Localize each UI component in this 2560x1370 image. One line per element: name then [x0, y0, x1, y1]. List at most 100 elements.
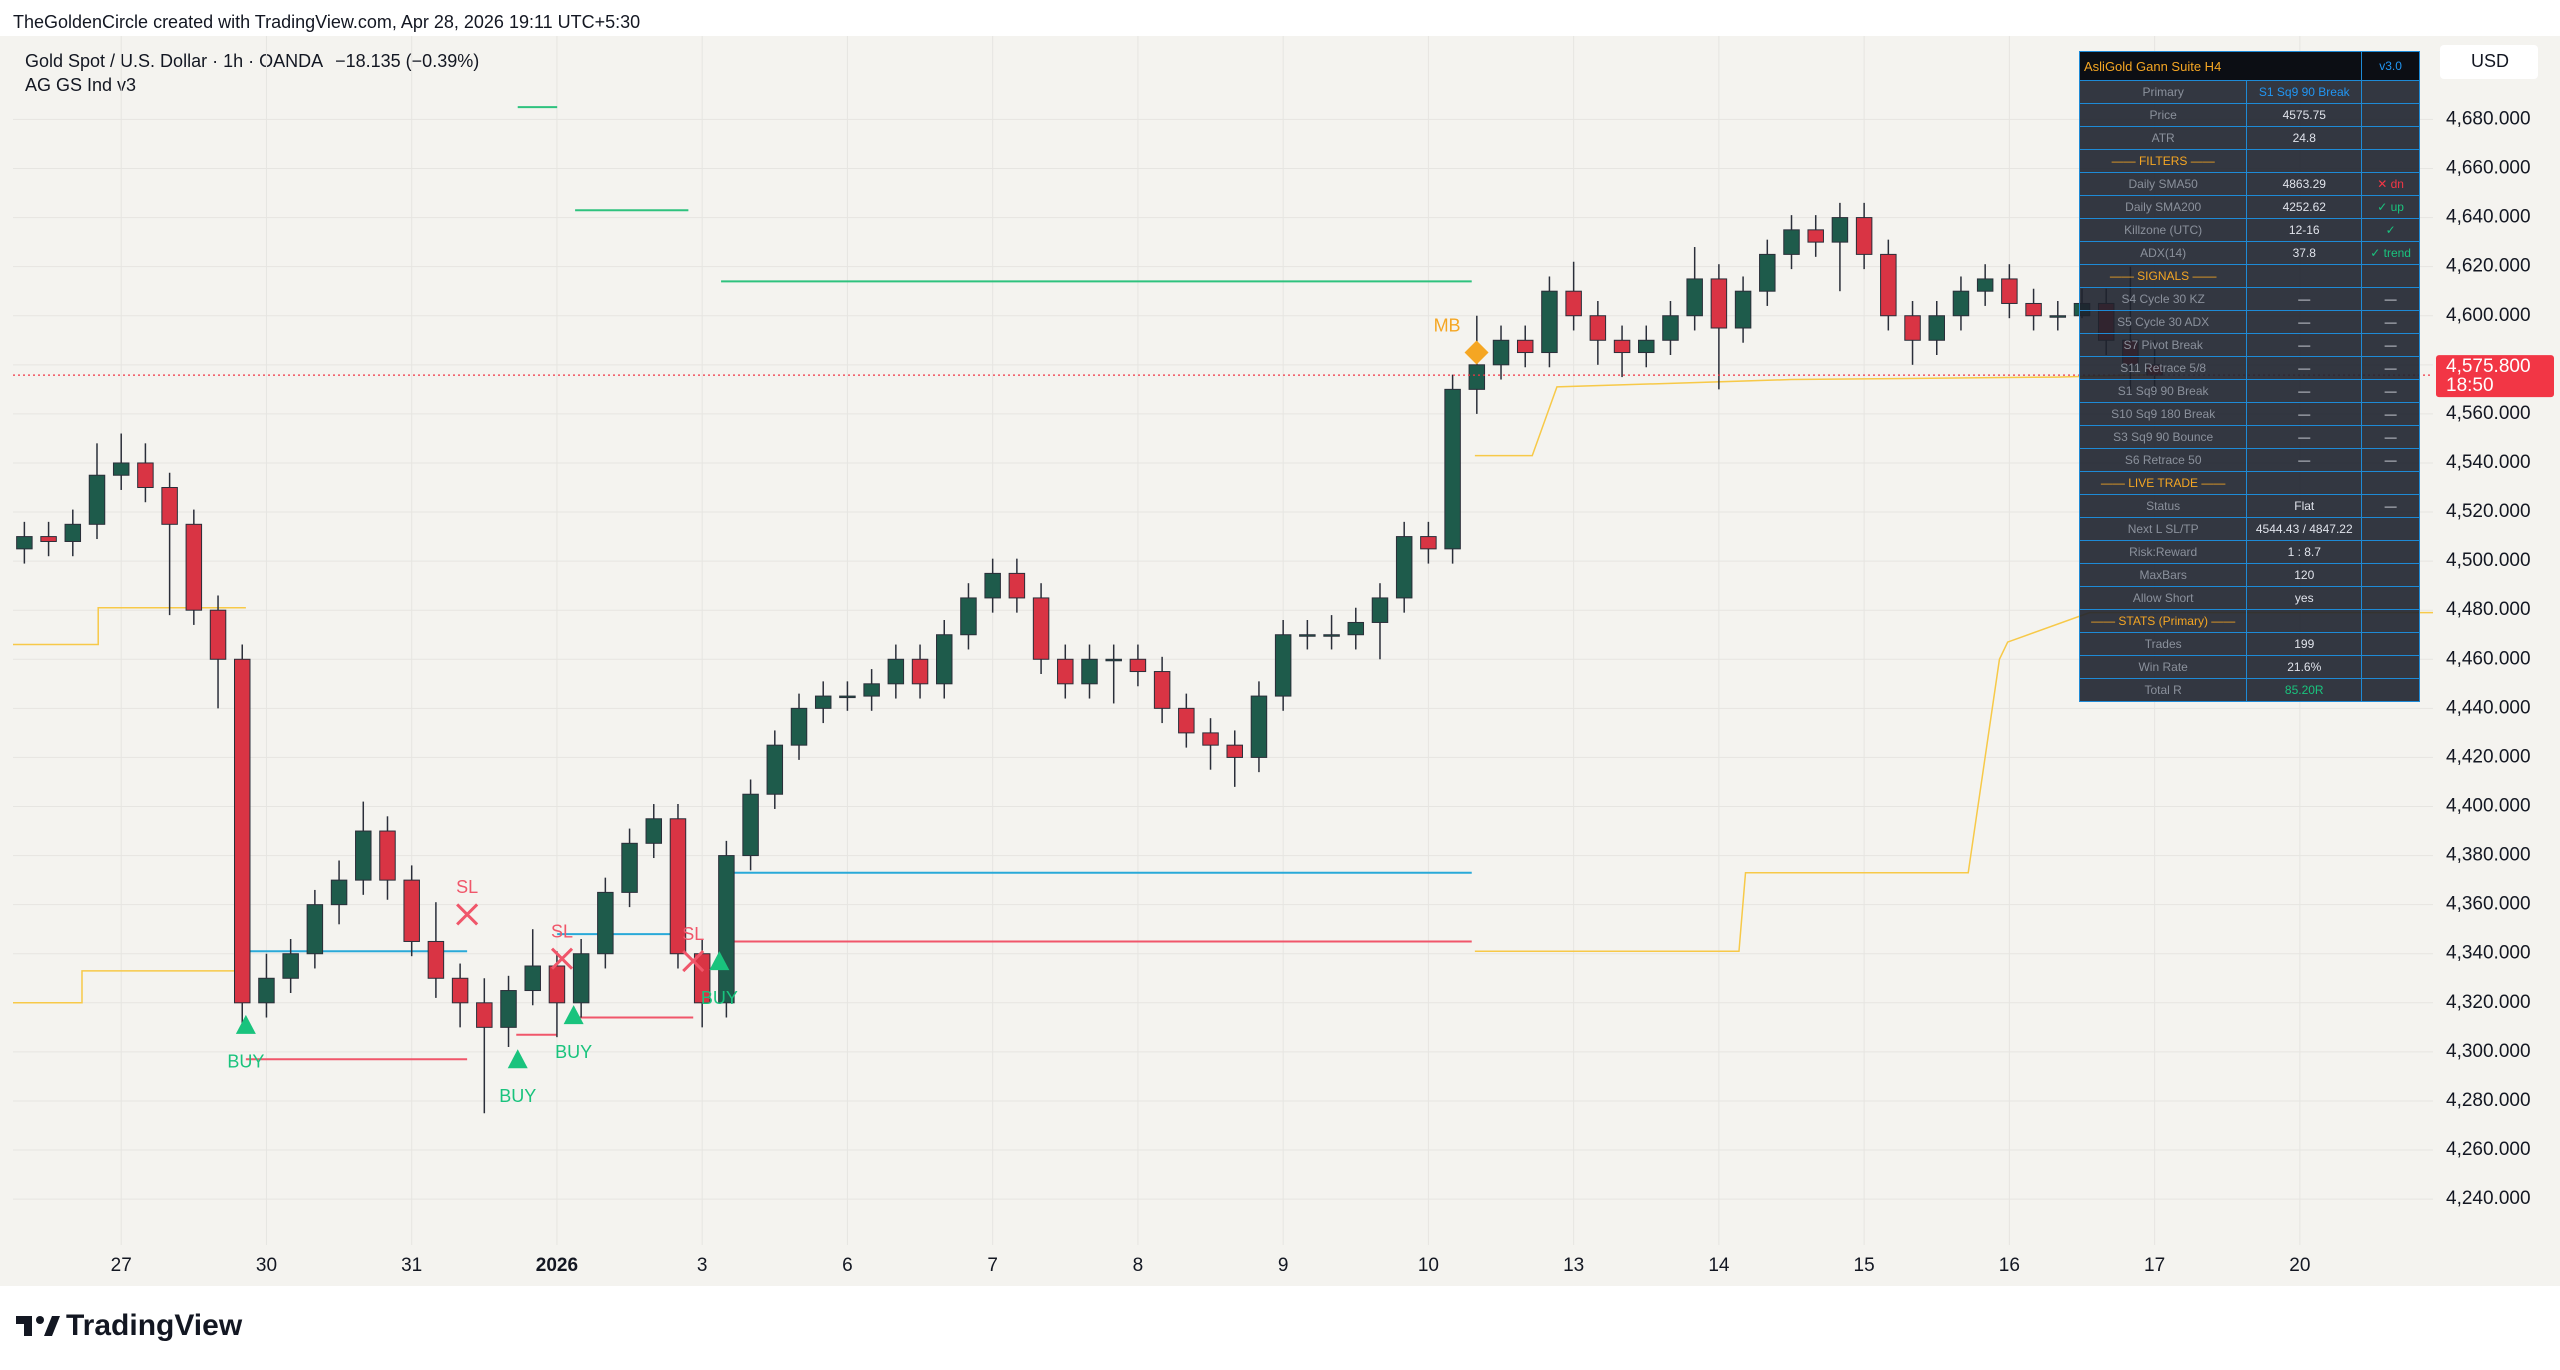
- candle-body: [1565, 290, 1582, 317]
- row-value: [2246, 149, 2363, 173]
- candle-body: [718, 855, 735, 1004]
- row-value: —: [2246, 356, 2363, 380]
- y-tick-label: 4,460.000: [2446, 648, 2531, 669]
- candle-body: [1662, 315, 1679, 341]
- y-tick-label: 4,640.000: [2446, 207, 2531, 228]
- signal-label: MB: [1434, 315, 1461, 335]
- candle-body: [1880, 253, 1897, 317]
- y-tick-label: 4,280.000: [2446, 1090, 2531, 1111]
- candle-body: [40, 536, 57, 542]
- table-row: Trades 199: [2078, 632, 2420, 656]
- attribution: TheGoldenCircle created with TradingView…: [13, 12, 640, 32]
- row-label: Primary: [2078, 80, 2248, 104]
- row-label: —— FILTERS ——: [2078, 149, 2248, 173]
- row-label: MaxBars: [2078, 563, 2248, 587]
- row-value: [2246, 264, 2363, 288]
- candle-body: [1202, 732, 1219, 746]
- candle-body: [1299, 634, 1316, 637]
- row-label: —— LIVE TRADE ——: [2078, 471, 2248, 495]
- row-label: S7 Pivot Break: [2078, 333, 2248, 357]
- table-row: Next L SL/TP 4544.43 / 4847.22: [2078, 517, 2420, 541]
- candle-body: [306, 904, 324, 955]
- row-value: yes: [2246, 586, 2363, 610]
- table-row: Win Rate 21.6%: [2078, 655, 2420, 679]
- candle-body: [1371, 597, 1389, 623]
- signal-label: SL: [551, 921, 573, 941]
- table-row: Killzone (UTC) 12-16 ✓: [2078, 218, 2420, 242]
- currency-button[interactable]: [2440, 45, 2538, 79]
- row-value: —: [2246, 310, 2363, 334]
- candle-body: [1613, 339, 1631, 354]
- candle-body: [1638, 339, 1655, 354]
- row-value: —: [2361, 310, 2420, 334]
- candle-body: [1783, 229, 1800, 255]
- table-title: AsliGold Gann Suite H4: [2078, 51, 2363, 81]
- x-tick-label: 2026: [536, 1255, 578, 1276]
- candle-body: [839, 695, 856, 699]
- row-value: S1 Sq9 90 Break: [2246, 80, 2363, 104]
- row-value: —: [2246, 448, 2363, 472]
- candle-body: [1444, 388, 1461, 550]
- y-tick-label: 4,660.000: [2446, 158, 2531, 179]
- row-value: 4575.75: [2246, 103, 2363, 127]
- row-value: [2361, 563, 2420, 587]
- row-value: 85.20R: [2246, 678, 2363, 702]
- row-value: Flat: [2246, 494, 2363, 518]
- currency[interactable]: USD: [2471, 51, 2509, 71]
- row-value: —: [2361, 402, 2420, 426]
- x-tick-label: 27: [111, 1255, 132, 1276]
- candle-body: [863, 683, 880, 697]
- candle-body: [137, 462, 154, 489]
- candle-body: [1129, 658, 1147, 673]
- row-value: 24.8: [2246, 126, 2363, 150]
- y-tick-label: 4,320.000: [2446, 992, 2531, 1013]
- signal-label: BUY: [499, 1086, 536, 1106]
- table-row: MaxBars 120: [2078, 563, 2420, 587]
- candle-body: [1928, 315, 1945, 341]
- row-label: —— STATS (Primary) ——: [2078, 609, 2248, 633]
- row-value: 37.8: [2246, 241, 2363, 265]
- table-row: ATR 24.8: [2078, 126, 2420, 150]
- row-value: [2246, 471, 2363, 495]
- y-tick-label: 4,600.000: [2446, 305, 2531, 326]
- last-price-label: 4,575.800: [2446, 356, 2531, 377]
- row-value: [2361, 632, 2420, 656]
- row-label: Win Rate: [2078, 655, 2248, 679]
- table-row: S7 Pivot Break — —: [2078, 333, 2420, 357]
- row-label: Price: [2078, 103, 2248, 127]
- row-value: [2361, 126, 2420, 150]
- candle-body: [1734, 290, 1752, 329]
- candle-body: [766, 744, 784, 795]
- y-tick-label: 4,360.000: [2446, 894, 2531, 915]
- row-value: ✓ up: [2361, 195, 2420, 219]
- x-tick-label: 8: [1133, 1255, 1144, 1276]
- candle-body: [2025, 302, 2042, 317]
- candle-body: [1589, 315, 1607, 341]
- table-version: v3.0: [2361, 51, 2420, 81]
- x-tick-label: 3: [697, 1255, 708, 1276]
- row-value: —: [2361, 379, 2420, 403]
- row-label: S10 Sq9 180 Break: [2078, 402, 2248, 426]
- x-tick-label: 20: [2289, 1255, 2310, 1276]
- candle-body: [1032, 597, 1050, 660]
- row-label: S3 Sq9 90 Bounce: [2078, 425, 2248, 449]
- row-value: [2361, 471, 2420, 495]
- candle-body: [282, 953, 299, 979]
- candle-body: [1468, 364, 1486, 390]
- row-label: ATR: [2078, 126, 2248, 150]
- candle-body: [185, 523, 203, 611]
- candle-body: [1492, 339, 1510, 366]
- x-tick-label: 13: [1563, 1255, 1584, 1276]
- candle-body: [1710, 278, 1728, 329]
- x-tick-label: 17: [2144, 1255, 2165, 1276]
- candle-body: [1323, 634, 1340, 637]
- row-value: [2246, 609, 2363, 633]
- row-value: ✓ trend: [2361, 241, 2420, 265]
- row-value: [2361, 609, 2420, 633]
- table-row: S6 Retrace 50— —: [2078, 448, 2420, 472]
- candle-body: [88, 474, 106, 525]
- signal-label: SL: [682, 924, 704, 944]
- sl-marker: [550, 947, 574, 970]
- table-row: S4 Cycle 30 KZ — —: [2078, 287, 2420, 311]
